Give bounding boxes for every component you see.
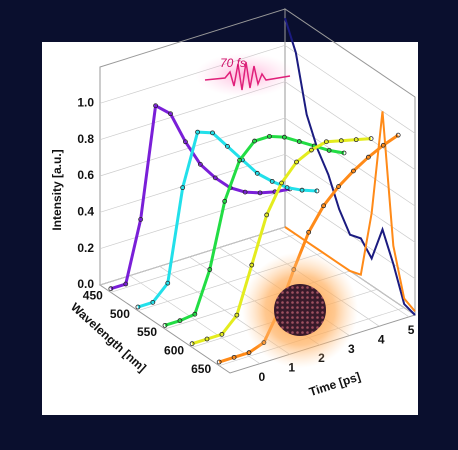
x-tick-label: 0 (258, 370, 265, 384)
nanoparticle (242, 252, 358, 368)
pulse: 70 fs (195, 53, 295, 97)
pulse-label: 70 fs (220, 56, 246, 70)
particle-core (274, 284, 326, 336)
x-tick-label: 5 (408, 323, 415, 337)
y-tick-label: 0.6 (77, 168, 94, 182)
x-tick-label: 4 (378, 332, 385, 346)
y-axis-label: Intensity [a.u.] (50, 149, 64, 230)
w-tick-label: 550 (137, 325, 157, 339)
w-tick-label: 650 (191, 362, 211, 376)
chart: 0.00.20.40.60.81.0012345450500550600650 … (0, 0, 458, 450)
y-tick-label: 1.0 (77, 96, 94, 110)
page: {"chart_data": {"type": "line3d", "annot… (0, 0, 458, 450)
w-tick-label: 450 (83, 289, 103, 303)
x-tick-label: 3 (348, 342, 355, 356)
y-tick-label: 0.2 (77, 241, 94, 255)
w-tick-label: 600 (164, 344, 184, 358)
w-tick-label: 500 (110, 307, 130, 321)
y-tick-label: 0.8 (77, 132, 94, 146)
y-tick-label: 0.4 (77, 205, 94, 219)
